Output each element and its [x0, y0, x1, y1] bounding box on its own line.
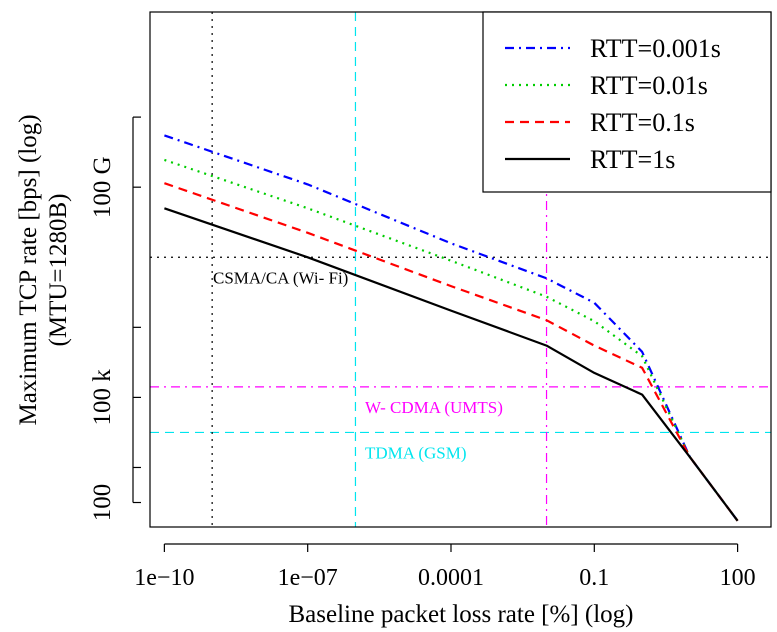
legend-label-0: RTT=0.001s — [590, 34, 721, 63]
y-tick-label: 100 G — [89, 156, 116, 218]
legend: RTT=0.001s RTT=0.01s RTT=0.1s RTT=1s — [482, 11, 772, 193]
series-line-3 — [164, 207, 739, 522]
legend-label-1: RTT=0.01s — [590, 71, 708, 100]
plot-frame — [149, 11, 772, 528]
x-tick-label: 0.1 — [579, 565, 609, 591]
x-tick-label: 1e−10 — [134, 565, 194, 591]
reference-line-label: TDMA (GSM) — [365, 443, 467, 462]
x-axis: 1e−10 1e−07 0.0001 0.1 100 — [134, 543, 756, 591]
y-axis-label: Maximum TCP rate [bps] (log) — [15, 114, 42, 425]
y-axis: 100 100 k 100 G — [89, 116, 141, 522]
y-axis-sublabel: (MTU=1280B) — [45, 194, 72, 347]
y-tick-label: 100 k — [89, 369, 116, 426]
reference-line-label: CSMA/CA (Wi- Fi) — [213, 268, 348, 287]
x-tick-label: 100 — [720, 565, 756, 591]
x-tick-label: 0.0001 — [418, 565, 484, 591]
legend-box — [482, 11, 772, 193]
series-lines — [164, 134, 739, 522]
legend-label-2: RTT=0.1s — [590, 108, 695, 137]
reference-line-label: W- CDMA (UMTS) — [365, 398, 503, 417]
x-tick-label: 1e−07 — [278, 565, 338, 591]
series-line-2 — [164, 182, 739, 522]
y-tick-label: 100 — [89, 484, 116, 522]
series-line-1 — [164, 158, 739, 522]
legend-label-3: RTT=1s — [590, 145, 675, 174]
series-line-0 — [164, 134, 739, 522]
x-axis-label: Baseline packet loss rate [%] (log) — [288, 601, 633, 628]
